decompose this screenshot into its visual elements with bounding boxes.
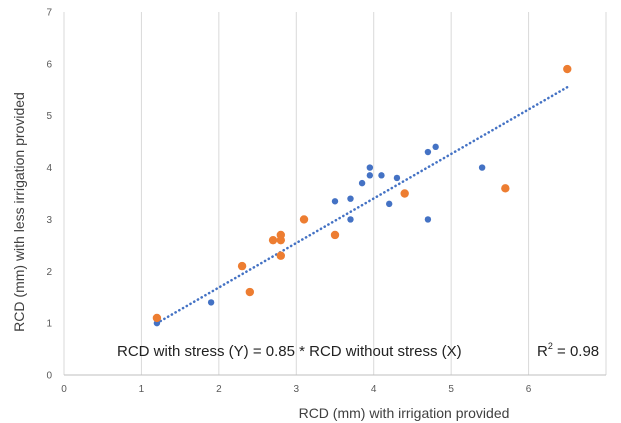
data-point-blue	[432, 143, 439, 151]
data-point-blue	[358, 179, 366, 187]
data-point-orange	[563, 64, 572, 74]
x-tick-label: 1	[139, 384, 145, 395]
y-tick-label: 7	[46, 8, 52, 19]
y-tick-label: 0	[46, 371, 52, 382]
data-point-blue	[478, 164, 486, 171]
data-point-blue	[393, 174, 401, 182]
data-point-orange	[299, 215, 309, 224]
data-point-blue	[366, 172, 374, 179]
data-point-blue	[366, 164, 374, 171]
data-point-blue	[424, 148, 432, 156]
r-squared-annotation: R2 = 0.98	[537, 341, 599, 360]
data-point-orange	[276, 251, 285, 260]
data-point-blue	[347, 216, 354, 223]
y-tick-label: 2	[46, 267, 52, 278]
y-tick-label: 3	[46, 215, 52, 226]
data-point-orange	[245, 287, 255, 297]
grid-lines	[63, 12, 607, 375]
x-tick-labels: 0 1 2 3 4 5 6	[61, 384, 532, 395]
x-tick-label: 3	[294, 384, 300, 395]
equation-annotation: RCD with stress (Y) = 0.85 * RCD without…	[117, 343, 462, 360]
data-point-orange	[237, 261, 247, 271]
data-point-blue	[424, 216, 432, 223]
data-point-blue	[378, 172, 385, 179]
data-point-blue	[207, 299, 215, 306]
data-point-orange	[501, 184, 510, 193]
data-point-orange	[152, 313, 162, 323]
y-axis-title: RCD (mm) with less irrigation provided	[11, 92, 27, 332]
x-tick-label: 2	[216, 384, 222, 395]
y-tick-labels: 0 1 2 3 4 5 6 7	[46, 8, 52, 382]
x-tick-label: 0	[61, 384, 67, 395]
data-point-orange	[330, 230, 340, 240]
x-tick-label: 5	[448, 384, 454, 395]
trendline-path	[155, 85, 569, 325]
y-tick-label: 5	[46, 111, 52, 122]
data-point-blue	[331, 198, 339, 205]
y-tick-label: 6	[46, 59, 52, 70]
x-axis-title: RCD (mm) with irrigation provided	[299, 405, 510, 421]
r-squared-value: = 0.98	[553, 343, 599, 360]
trendline	[155, 85, 569, 325]
data-points	[152, 64, 572, 327]
r-squared-superscript: 2	[548, 341, 553, 351]
data-point-blue	[347, 195, 354, 202]
r-squared-prefix: R	[537, 343, 548, 360]
x-tick-label: 4	[371, 384, 377, 395]
data-point-orange	[276, 230, 285, 240]
data-point-orange	[400, 189, 409, 198]
y-tick-label: 4	[46, 163, 52, 174]
data-point-orange	[268, 235, 278, 245]
y-tick-label: 1	[46, 319, 52, 330]
x-tick-label: 6	[526, 384, 532, 395]
data-point-blue	[386, 200, 393, 208]
